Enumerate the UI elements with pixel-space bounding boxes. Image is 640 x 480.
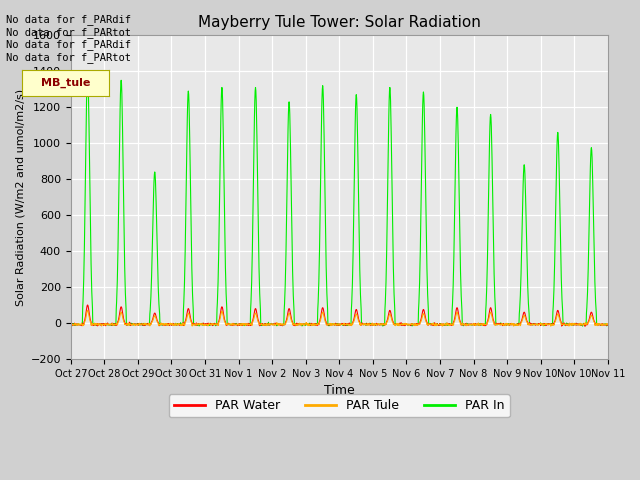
Legend: PAR Water, PAR Tule, PAR In: PAR Water, PAR Tule, PAR In bbox=[168, 395, 510, 418]
X-axis label: Time: Time bbox=[324, 384, 355, 397]
Y-axis label: Solar Radiation (W/m2 and umol/m2/s): Solar Radiation (W/m2 and umol/m2/s) bbox=[15, 89, 25, 306]
Title: Mayberry Tule Tower: Solar Radiation: Mayberry Tule Tower: Solar Radiation bbox=[198, 15, 481, 30]
Text: MB_tule: MB_tule bbox=[41, 78, 90, 88]
Text: No data for f_PARdif
No data for f_PARtot
No data for f_PARdif
No data for f_PAR: No data for f_PARdif No data for f_PARto… bbox=[6, 14, 131, 63]
